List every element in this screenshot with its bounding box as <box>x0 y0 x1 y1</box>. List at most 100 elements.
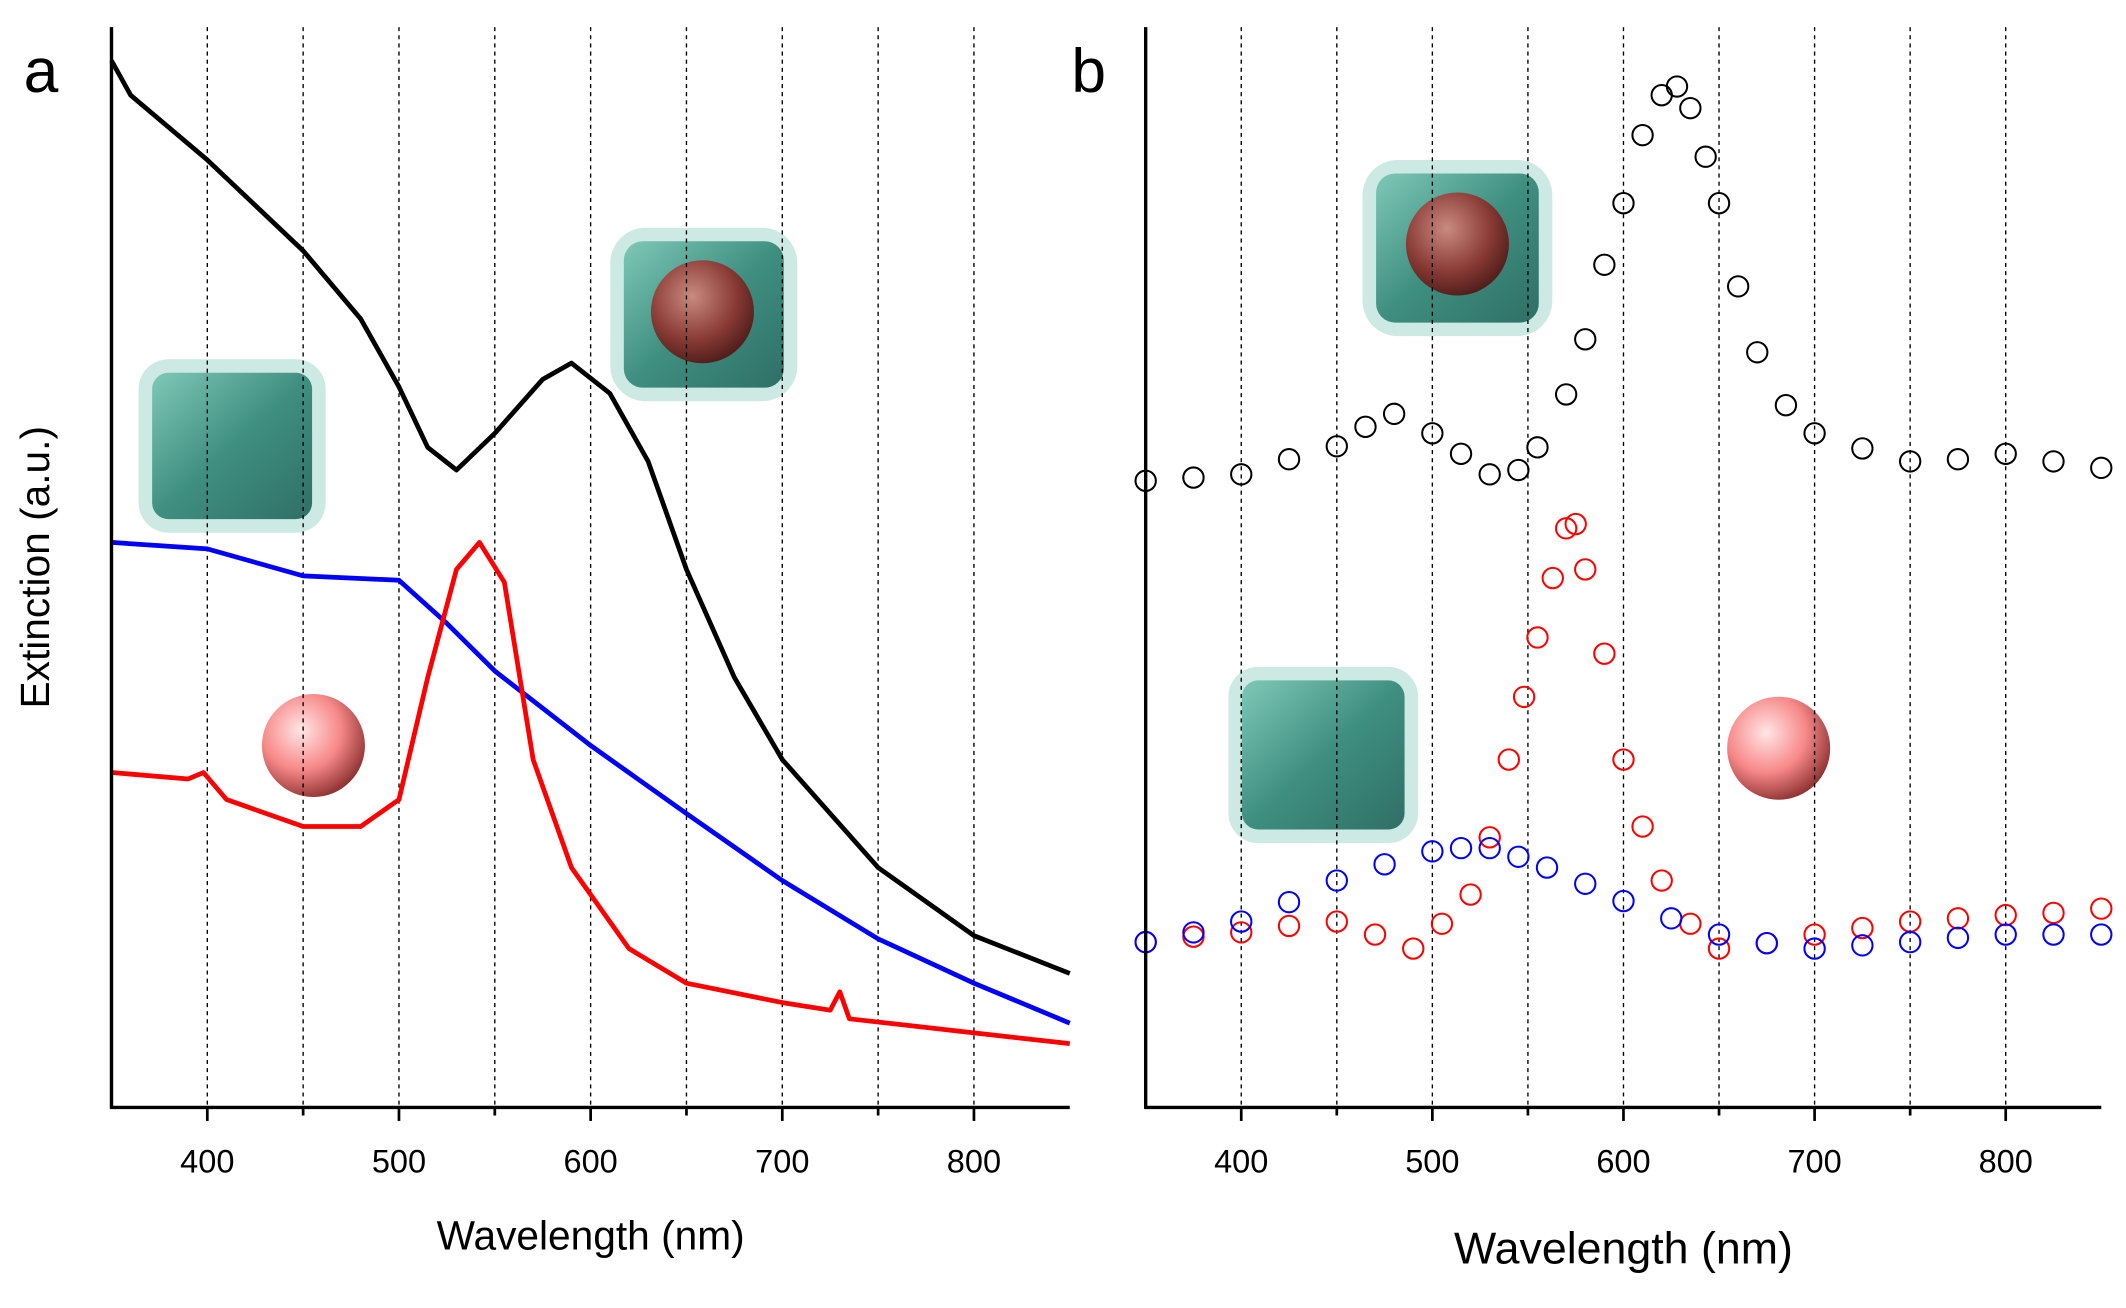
scatter-point <box>1631 815 1654 838</box>
scatter-point <box>1478 826 1501 849</box>
icon-sphere-a <box>261 693 365 797</box>
x-tick-label: 800 <box>947 1143 1001 1179</box>
scatter-point <box>1994 923 2017 946</box>
scatter-point <box>2090 923 2113 946</box>
scatter-point <box>1325 435 1348 458</box>
scatter-point <box>1755 932 1778 955</box>
scatter-point <box>1726 275 1750 298</box>
scatter-point <box>1230 910 1253 933</box>
scatter-point <box>1535 856 1559 879</box>
x-tick-label: 700 <box>1787 1143 1841 1179</box>
scatter-point <box>1182 921 1205 944</box>
scatter-point <box>1459 883 1482 906</box>
scatter-point <box>1564 512 1587 536</box>
scatter-point <box>1946 448 1970 471</box>
scatter-point <box>1541 566 1564 590</box>
icon-sphere-b <box>1727 696 1831 800</box>
icon-coreshell-a <box>610 227 798 402</box>
scatter-point <box>1526 436 1549 459</box>
scatter-point <box>1421 422 1444 445</box>
scatter-point <box>1554 383 1578 406</box>
scatter-point <box>1574 558 1597 581</box>
scatter-point <box>1277 448 1301 471</box>
scatter-point <box>1851 934 1874 957</box>
scatter-point <box>1402 937 1425 960</box>
scatter-point <box>1679 912 1702 935</box>
scatter-point <box>2042 901 2065 925</box>
scatter-point <box>1746 341 1769 364</box>
scatter-point <box>1593 253 1616 276</box>
scatter-point <box>1593 642 1616 665</box>
x-tick-label: 500 <box>1405 1143 1459 1179</box>
scatter-point <box>1631 123 1654 147</box>
scatter-point <box>1898 930 1922 954</box>
panel-label: b <box>1071 37 1106 106</box>
scatter-point <box>1994 442 2017 466</box>
x-tick-label: 500 <box>372 1143 426 1179</box>
scatter-point <box>1554 517 1578 540</box>
scatter-point <box>1679 96 1702 120</box>
scatter-point <box>1574 872 1597 895</box>
scatter-point <box>1421 840 1444 863</box>
scatter-point <box>1507 458 1530 482</box>
scatter-point <box>1851 916 1874 940</box>
line-series <box>111 540 1071 1026</box>
scatter-point <box>1478 463 1501 486</box>
scatter-point <box>1803 937 1826 960</box>
x-tick-label: 400 <box>1214 1143 1268 1179</box>
scatter-point <box>1665 75 1689 98</box>
x-tick-label: 600 <box>563 1143 617 1179</box>
scatter-point <box>1660 907 1683 930</box>
scatter-point <box>1373 853 1396 876</box>
x-tick-label: 400 <box>180 1143 234 1179</box>
scatter-point <box>1612 889 1635 913</box>
scatter-point <box>2090 897 2113 920</box>
x-axis-label: Wavelength (nm) <box>1454 1224 1793 1273</box>
scatter-point <box>2042 923 2065 946</box>
scatter-point <box>1707 923 1731 946</box>
panel-label: a <box>24 37 59 106</box>
line-series <box>109 59 1071 976</box>
scatter-point <box>1497 748 1520 771</box>
scatter-point <box>2042 450 2065 473</box>
scatter-point <box>1946 907 1970 930</box>
scatter-point <box>1449 836 1473 860</box>
scatter-point <box>1277 890 1301 914</box>
scatter-point <box>1507 845 1530 868</box>
x-axis-label: Wavelength (nm) <box>437 1213 745 1259</box>
scatter-point <box>1946 926 1970 949</box>
scatter-point <box>1363 923 1387 946</box>
scatter-point <box>1277 914 1301 938</box>
scatter-point <box>2090 456 2113 480</box>
scatter-point <box>1650 83 1673 107</box>
scatter-point <box>1430 912 1454 935</box>
icon-cube-b <box>1228 666 1419 844</box>
scatter-point <box>1707 937 1731 960</box>
scatter-point <box>1325 869 1348 892</box>
scatter-point <box>1230 463 1253 486</box>
x-tick-label: 800 <box>1979 1143 2033 1179</box>
scatter-point <box>1803 422 1826 445</box>
scatter-point <box>1382 402 1406 426</box>
scatter-point <box>1478 836 1501 860</box>
x-tick-label: 600 <box>1596 1143 1650 1179</box>
scatter-point <box>1325 910 1348 933</box>
icon-coreshell-b <box>1362 159 1553 337</box>
scatter-point <box>1650 869 1673 892</box>
scatter-point <box>1182 466 1205 489</box>
scatter-point <box>1449 442 1473 466</box>
scatter-point <box>1898 450 1922 473</box>
scatter-point <box>1182 925 1205 948</box>
scatter-point <box>1230 921 1253 944</box>
scatter-point <box>1774 394 1798 417</box>
scatter-point <box>1354 415 1377 438</box>
scatter-point <box>1612 192 1635 215</box>
scatter-point <box>1612 748 1635 771</box>
scatter-point <box>1574 328 1597 351</box>
scatter-point <box>1512 685 1536 709</box>
scatter-point <box>1694 145 1717 168</box>
x-tick-label: 700 <box>755 1143 809 1179</box>
line-series <box>111 540 1071 1047</box>
